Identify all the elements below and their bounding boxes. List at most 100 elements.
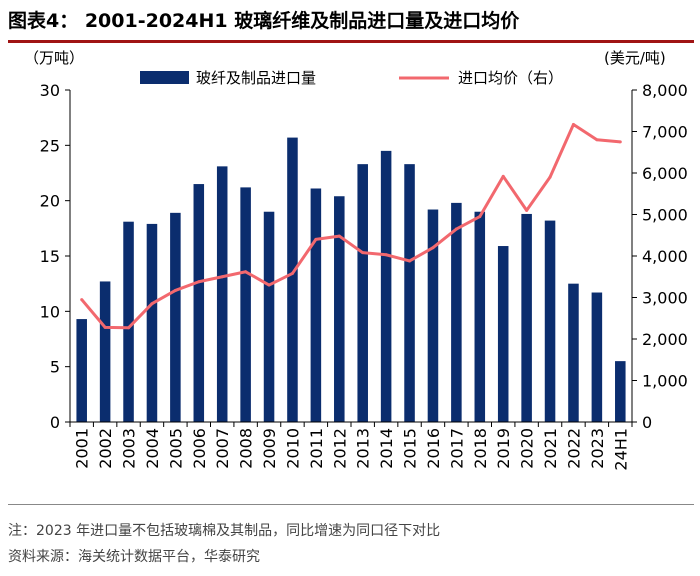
left-axis-unit: （万吨） <box>24 49 84 67</box>
left-tick-label: 0 <box>50 413 60 432</box>
left-tick-label: 25 <box>40 136 60 155</box>
bar-2005 <box>170 212 181 422</box>
price-point-2015 <box>408 259 412 263</box>
price-point-2019 <box>501 174 505 178</box>
right-tick-label: 5,000 <box>642 206 688 225</box>
x-tick-label: 2002 <box>96 428 115 469</box>
left-tick-label: 30 <box>40 81 60 100</box>
bar-2002 <box>99 281 111 422</box>
right-tick-label: 4,000 <box>642 247 688 266</box>
price-point-2001 <box>80 298 84 302</box>
footer-rule <box>8 504 694 505</box>
bar-2016 <box>427 209 439 422</box>
price-point-2016 <box>431 246 435 250</box>
bar-2015 <box>404 164 415 422</box>
x-tick-label: 2007 <box>213 428 232 469</box>
bar-2023 <box>591 292 603 422</box>
x-tick-label: 2023 <box>588 428 607 469</box>
price-point-2008 <box>244 270 248 274</box>
right-tick-label: 7,000 <box>642 123 688 142</box>
footer-source: 资料来源：海关统计数据平台，华泰研究 <box>8 549 260 565</box>
price-point-2017 <box>454 227 458 231</box>
x-tick-label: 2004 <box>143 428 162 469</box>
footer-note: 注：2023 年进口量不包括玻璃棉及其制品，同比增速为同口径下对比 <box>8 523 441 539</box>
price-point-2003 <box>127 326 131 330</box>
x-tick-label: 2012 <box>330 428 349 469</box>
x-tick-label: 2014 <box>377 428 396 469</box>
price-point-2010 <box>290 271 294 275</box>
price-point-2002 <box>103 325 107 329</box>
x-tick-label: 2020 <box>518 428 537 469</box>
price-point-2006 <box>197 280 201 284</box>
x-tick-label: 2010 <box>283 428 302 469</box>
bar-2004 <box>146 223 158 422</box>
right-tick-label: 3,000 <box>642 289 688 308</box>
x-tick-label: 2017 <box>447 428 466 469</box>
x-tick-label: 2019 <box>494 428 513 469</box>
x-tick-label: 2021 <box>541 428 560 469</box>
price-point-2005 <box>173 288 177 292</box>
price-point-2020 <box>525 208 529 212</box>
bar-2009 <box>263 211 275 422</box>
right-tick-label: 2,000 <box>642 330 688 349</box>
left-tick-label: 15 <box>40 247 60 266</box>
right-tick-label: 0 <box>642 413 652 432</box>
legend-bar-label: 玻纤及制品进口量 <box>196 69 316 87</box>
price-point-2023 <box>595 138 599 142</box>
x-tick-label: 2001 <box>73 428 92 469</box>
bar-2017 <box>451 202 462 422</box>
price-point-2012 <box>337 234 341 238</box>
x-tick-label: 2015 <box>401 428 420 469</box>
bar-2014 <box>380 150 392 422</box>
title-rule <box>8 40 694 43</box>
bar-2013 <box>357 164 368 422</box>
right-tick-label: 1,000 <box>642 372 688 391</box>
x-tick-label: 2003 <box>120 428 139 469</box>
price-point-2013 <box>361 251 365 255</box>
price-line <box>80 122 621 330</box>
bar-2020 <box>521 213 532 422</box>
x-tick-label: 2011 <box>307 428 326 469</box>
bar-2008 <box>240 187 251 422</box>
bar-2007 <box>216 166 228 422</box>
x-tick-label: 2005 <box>166 428 185 469</box>
x-tick-label: 24H1 <box>611 428 630 471</box>
price-point-2022 <box>571 122 575 126</box>
price-point-2014 <box>384 253 388 257</box>
right-axis-unit: (美元/吨) <box>604 49 666 67</box>
bar-2003 <box>123 221 134 422</box>
legend-bar-swatch <box>140 71 189 84</box>
right-tick-label: 6,000 <box>642 164 688 183</box>
price-point-24H1 <box>618 140 622 144</box>
price-point-2004 <box>150 302 154 306</box>
price-point-2007 <box>220 275 224 279</box>
price-point-2011 <box>314 237 318 241</box>
x-tick-label: 2018 <box>471 428 490 469</box>
price-point-2009 <box>267 283 271 287</box>
x-tick-label: 2009 <box>260 428 279 469</box>
left-tick-label: 10 <box>40 302 60 321</box>
bar-24H1 <box>615 361 626 422</box>
x-tick-label: 2022 <box>564 428 583 469</box>
bar-2006 <box>193 184 205 422</box>
bar-2018 <box>474 211 486 422</box>
bar-2012 <box>334 196 345 422</box>
legend-line-label: 进口均价（右） <box>458 69 563 87</box>
bar-2001 <box>76 319 87 422</box>
price-point-2018 <box>478 215 482 219</box>
bar-2022 <box>568 283 579 422</box>
left-tick-label: 5 <box>50 358 60 377</box>
bar-2019 <box>497 246 509 422</box>
figure-title: 图表4： 2001-2024H1 玻璃纤维及制品进口量及进口均价 <box>8 10 520 32</box>
x-tick-label: 2016 <box>424 428 443 469</box>
bar-2011 <box>310 188 322 422</box>
bar-2021 <box>544 220 556 422</box>
x-tick-label: 2008 <box>237 428 256 469</box>
price-point-2021 <box>548 175 552 179</box>
right-tick-label: 8,000 <box>642 81 688 100</box>
left-tick-label: 20 <box>40 192 60 211</box>
x-tick-label: 2006 <box>190 428 209 469</box>
x-tick-label: 2013 <box>354 428 373 469</box>
bar-2010 <box>287 137 298 422</box>
